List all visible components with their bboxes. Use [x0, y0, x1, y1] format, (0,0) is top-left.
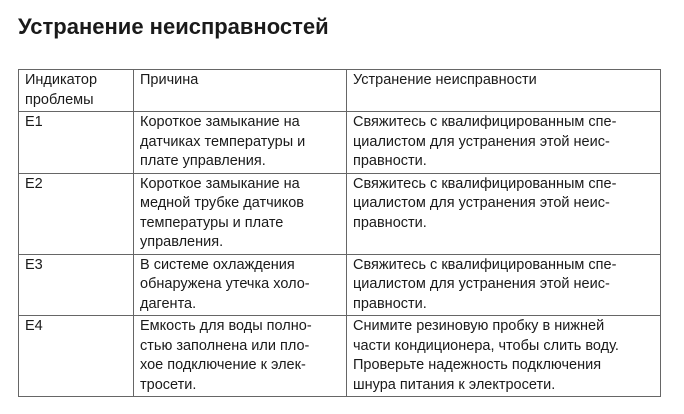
table-header-row: Индикатор проблемы Причина Устранение не…: [18, 69, 661, 112]
header-cause: Причина: [133, 69, 347, 112]
page-title: Устранение неисправностей: [18, 14, 329, 39]
table-row: E3 В системе охлаждения обнаружена утечк…: [18, 253, 661, 316]
error-code: E2: [18, 172, 134, 255]
error-code: E4: [18, 315, 134, 397]
cause-cell: Короткое замыкание на медной трубке датч…: [133, 172, 347, 255]
fix-cell: Свяжитесь с квалифицированным спе- циали…: [346, 172, 661, 255]
fix-cell: Свяжитесь с квалифицированным спе- циали…: [346, 111, 661, 174]
cause-cell: В системе охлаждения обнаружена утечка х…: [133, 253, 347, 316]
table-row: E4 Емкость для воды полно- стью заполнен…: [18, 315, 661, 397]
fix-cell: Снимите резиновую пробку в нижней части …: [346, 315, 661, 397]
header-indicator: Индикатор проблемы: [18, 69, 134, 112]
header-fix: Устранение неисправности: [346, 69, 661, 112]
error-code: E1: [18, 111, 134, 174]
error-code: E3: [18, 253, 134, 316]
table-row: E2 Короткое замыкание на медной трубке д…: [18, 172, 661, 255]
fix-cell: Свяжитесь с квалифицированным спе- циали…: [346, 253, 661, 316]
cause-cell: Короткое замыкание на датчиках температу…: [133, 111, 347, 174]
troubleshooting-table: Индикатор проблемы Причина Устранение не…: [18, 69, 661, 397]
cause-cell: Емкость для воды полно- стью заполнена и…: [133, 315, 347, 397]
table-row: E1 Короткое замыкание на датчиках темпер…: [18, 111, 661, 174]
